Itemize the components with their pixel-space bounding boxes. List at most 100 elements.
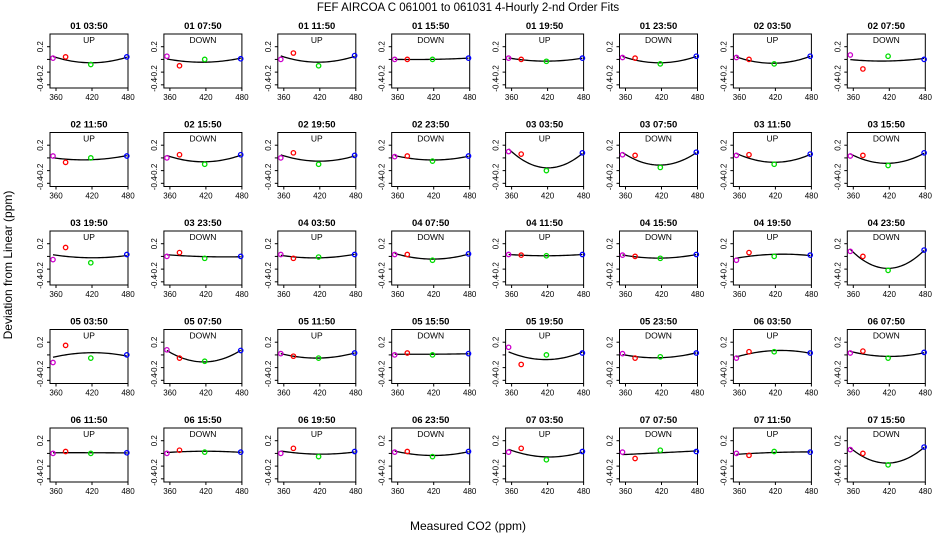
fit-curve [622,253,697,259]
data-point [391,251,398,258]
y-tick-label: -0.2 [378,262,387,276]
panel-title: 05 19:50 [526,317,564,328]
x-tick-label: 420 [85,389,99,398]
panel: 02 07:50 DOWN 0.2 -0.2-0.4 360 420 480 [833,21,932,102]
data-point [860,348,866,354]
x-tick-label: 480 [349,290,363,299]
data-point [921,149,927,156]
data-point [87,450,94,457]
data-point [164,450,170,457]
data-point [807,151,814,157]
x-tick-label: 360 [619,93,633,102]
x-tick-label: 480 [349,192,363,201]
y-tick-label: -0.2 [719,262,728,276]
panel-frame [505,230,585,286]
panel-title: 02 03:50 [754,21,792,32]
panel-title: 06 23:50 [412,415,450,426]
data-point [579,350,586,356]
panel: 02 11:50 UP 0.2 -0.2-0.4 360 420 480 [36,120,135,201]
data-point [351,448,358,455]
panel-frame [619,230,698,286]
x-tick-label: 480 [805,93,819,102]
panel: 01 19:50 UP 0.2 -0.2-0.4 360 420 480 [492,21,591,102]
fit-curve [52,254,127,259]
panel-frame [277,230,357,286]
data-point [733,355,740,361]
x-tick-label: 360 [163,93,177,102]
data-point [657,164,664,171]
x-tick-label: 360 [505,487,519,496]
x-tick-label: 420 [655,389,669,398]
data-point [518,151,525,157]
x-tick-label: 420 [883,192,897,201]
panel-frame [277,132,357,187]
y-tick-label: 0.2 [378,139,387,151]
y-tick-label: -0.2 [36,163,45,177]
y-tick-label: 0.2 [606,238,615,250]
x-tick-label: 360 [505,192,519,201]
data-point [619,350,626,357]
data-point [771,61,778,67]
x-tick-label: 420 [427,192,441,201]
y-tick-label: 0.2 [264,238,273,250]
y-tick-label: -0.2 [264,459,273,473]
y-tick-label: -0.2 [150,459,159,473]
x-tick-label: 480 [691,93,705,102]
y-tick-label: -0.4 [150,373,159,387]
x-tick-label: 480 [691,389,705,398]
x-tick-label: 480 [691,290,705,299]
panel-title: 06 03:50 [754,317,792,328]
x-tick-label: 480 [463,192,477,201]
fit-curve [394,57,469,61]
x-tick-label: 420 [769,192,783,201]
panel-title: 06 11:50 [71,415,108,426]
y-tick-label: -0.4 [606,274,615,288]
panel-frame [505,329,585,384]
x-tick-label: 420 [769,389,783,398]
data-point [847,248,854,255]
fit-curve [280,352,355,359]
data-point [746,56,752,63]
y-tick-label: -0.2 [150,65,159,79]
data-point [505,344,512,351]
data-point [351,350,358,356]
y-tick-label: 0.2 [378,435,387,447]
panel-title: 01 03:50 [70,21,108,32]
y-tick-label: -0.2 [833,262,842,276]
data-point [237,151,244,158]
y-tick-label: 0.2 [833,336,842,348]
y-tick-label: -0.4 [833,176,842,190]
x-tick-label: 480 [919,487,933,496]
x-tick-label: 360 [391,487,405,496]
data-point [733,152,740,159]
data-point [237,449,244,455]
panel-frame [391,132,471,187]
y-tick-label: 0.2 [719,336,728,348]
panel-frame [846,427,926,483]
x-tick-label: 420 [769,487,783,496]
data-point [860,152,866,159]
data-point [87,155,94,161]
y-tick-label: -0.2 [606,163,615,177]
data-point [657,353,664,360]
x-tick-label: 360 [619,487,633,496]
y-tick-label: -0.4 [264,373,273,387]
panel-frame [49,33,129,89]
x-tick-label: 420 [427,290,441,299]
x-tick-label: 420 [199,93,213,102]
data-point [50,55,56,61]
panel-direction-label: DOWN [417,232,444,242]
data-point [62,159,69,166]
y-tick-label: -0.2 [378,65,387,79]
data-point [885,461,891,468]
data-point [543,167,550,174]
y-tick-label: -0.2 [492,360,501,374]
panel-direction-label: DOWN [645,134,672,144]
panel-direction-label: UP [83,331,95,341]
panel-frame [846,230,926,286]
x-tick-label: 420 [883,93,897,102]
x-tick-label: 420 [883,290,897,299]
data-point [315,161,322,168]
panel: 03 07:50 DOWN 0.2 -0.2-0.4 360 420 480 [606,120,705,201]
data-point [290,445,297,452]
